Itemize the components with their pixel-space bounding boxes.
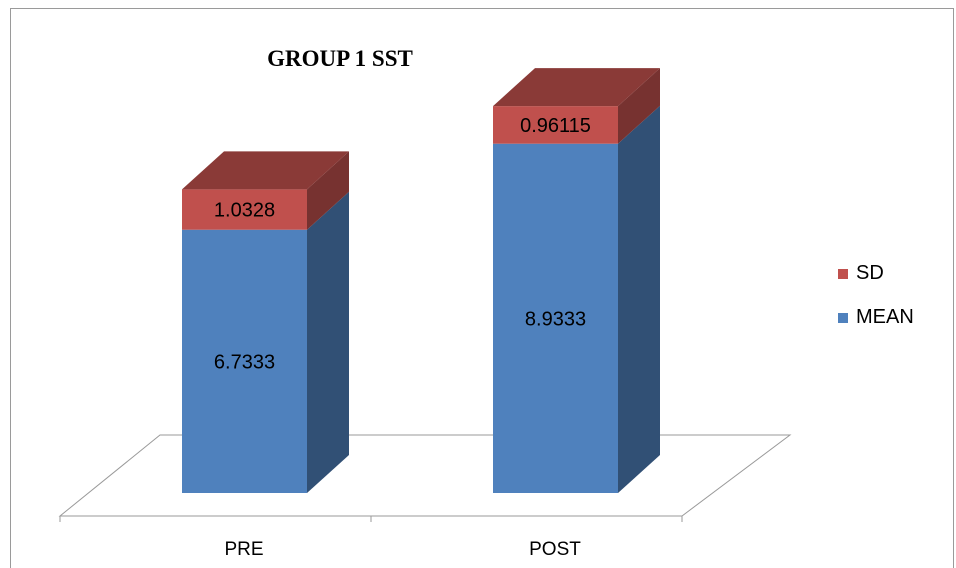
legend-label-mean: MEAN xyxy=(856,306,914,328)
legend-swatch-mean xyxy=(838,313,848,323)
bar-sd-pre xyxy=(182,189,307,230)
bar-sd-pre-side xyxy=(307,151,349,230)
data-label-sd-post: 0.96115 xyxy=(520,115,591,137)
bar-mean-pre-side xyxy=(307,191,349,493)
x-tick-label-post: POST xyxy=(529,539,581,560)
bar-sd-post-side xyxy=(618,68,660,144)
x-tick-label-pre: PRE xyxy=(224,539,263,560)
data-label-mean-post: 8.9333 xyxy=(525,308,586,330)
chart-frame xyxy=(10,8,954,568)
bar-sd-pre-top xyxy=(182,151,349,190)
data-label-mean-pre: 6.7333 xyxy=(214,351,275,373)
bar-sd-post xyxy=(493,106,618,144)
legend-swatch-sd xyxy=(838,269,848,279)
data-label-sd-pre: 1.0328 xyxy=(214,200,275,222)
floor-plane xyxy=(58,434,792,517)
bar-mean-post-side xyxy=(618,105,660,493)
chart-title: GROUP 1 SST xyxy=(267,46,413,71)
bar-mean-pre xyxy=(182,229,307,493)
legend-label-sd: SD xyxy=(856,262,884,284)
bar-mean-post xyxy=(493,143,618,493)
bar-sd-post-top xyxy=(493,68,660,107)
